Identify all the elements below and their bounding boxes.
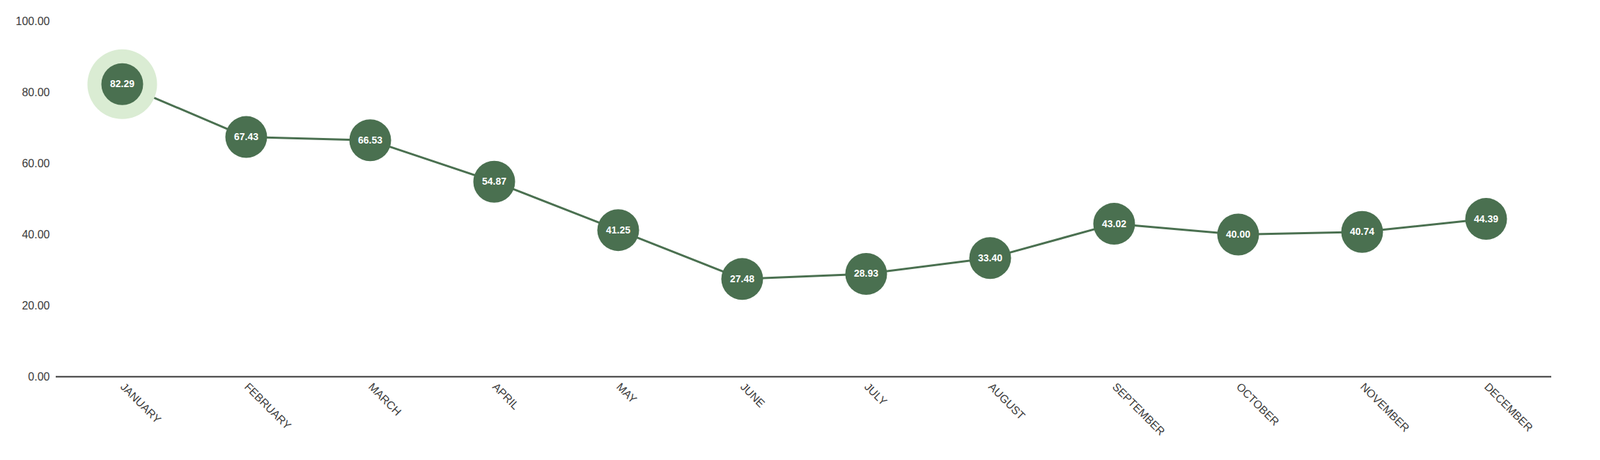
- svg-text:JUNE: JUNE: [738, 380, 768, 410]
- svg-text:0.00: 0.00: [27, 370, 50, 383]
- svg-text:41.25: 41.25: [606, 224, 631, 236]
- svg-text:40.74: 40.74: [1349, 225, 1375, 237]
- svg-text:40.00: 40.00: [1225, 228, 1251, 240]
- svg-text:43.02: 43.02: [1101, 218, 1127, 230]
- svg-text:100.00: 100.00: [16, 15, 51, 28]
- svg-text:80.00: 80.00: [21, 86, 50, 99]
- svg-text:SEPTEMBER: SEPTEMBER: [1110, 380, 1168, 438]
- svg-text:MARCH: MARCH: [366, 380, 405, 418]
- svg-text:54.87: 54.87: [482, 175, 507, 187]
- svg-text:66.53: 66.53: [358, 134, 383, 146]
- svg-text:NOVEMBER: NOVEMBER: [1358, 380, 1412, 434]
- svg-text:27.48: 27.48: [729, 273, 755, 285]
- svg-text:APRIL: APRIL: [490, 380, 522, 412]
- svg-text:OCTOBER: OCTOBER: [1234, 380, 1282, 428]
- svg-text:FEBRUARY: FEBRUARY: [242, 380, 294, 432]
- svg-text:28.93: 28.93: [853, 267, 879, 279]
- svg-text:67.43: 67.43: [234, 130, 259, 143]
- svg-text:20.00: 20.00: [21, 299, 50, 312]
- svg-text:44.39: 44.39: [1473, 213, 1499, 225]
- svg-text:60.00: 60.00: [21, 157, 50, 170]
- svg-text:JULY: JULY: [862, 380, 890, 408]
- svg-text:MAY: MAY: [614, 380, 640, 406]
- svg-text:AUGUST: AUGUST: [986, 380, 1028, 422]
- svg-text:DECEMBER: DECEMBER: [1482, 380, 1536, 434]
- svg-text:JANUARY: JANUARY: [118, 380, 164, 426]
- svg-text:82.29: 82.29: [110, 78, 135, 90]
- svg-text:33.40: 33.40: [977, 252, 1003, 264]
- svg-text:40.00: 40.00: [21, 228, 50, 241]
